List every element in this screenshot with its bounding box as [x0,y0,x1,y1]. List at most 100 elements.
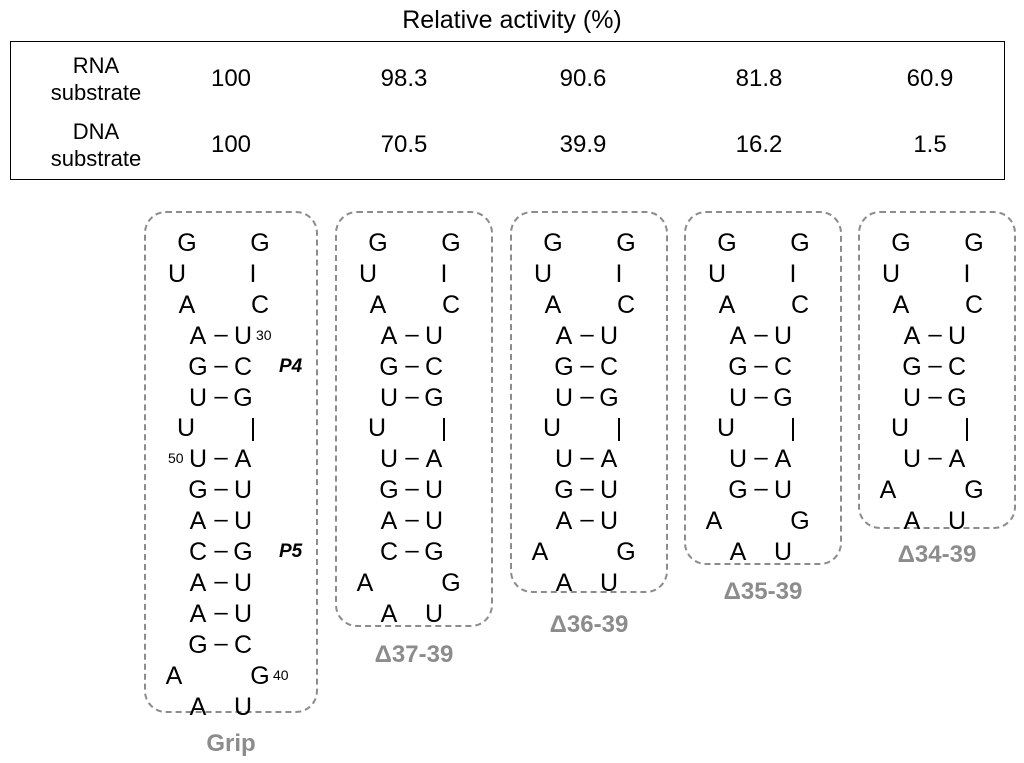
nucleotide: C [616,290,636,319]
nucleotide-row: U | [512,413,666,444]
nucleotide-row: C – G P5 [146,537,316,568]
nucleotide: G [188,352,208,381]
nucleotide: U [707,259,727,288]
nucleotide-row: G – C [337,352,491,383]
nucleotide: U [233,599,253,628]
row-label-line: substrate [50,80,142,105]
base-pair-bond: – [754,351,768,379]
nucleotide: U [176,414,196,443]
nucleotide: U [773,538,793,566]
helix-label: P5 [279,541,303,562]
base-pair-bond: – [928,320,942,348]
base-pair-bond: – [405,475,419,503]
nucleotide: I [789,259,797,288]
nucleotide: A [189,599,207,628]
structure-label-delta-37-39: Δ37-39 [374,641,454,668]
nucleotide-row: G – U [686,475,840,506]
base-pair-bond: – [405,444,419,472]
nucleotide-row: A – U [337,321,491,352]
nucleotide: A [189,568,207,597]
nucleotide: A [774,445,792,474]
table-cell: 60.9 [906,65,954,92]
nucleotide: U [233,476,253,505]
nucleotide: U [424,599,444,628]
structure-label-delta-35-39: Δ35-39 [723,578,803,605]
row-label-dna: DNA substrate [21,118,171,172]
nucleotide: C [233,630,253,659]
table-cell: 90.6 [559,65,607,92]
nucleotide: G [554,352,574,381]
nucleotide: U [233,568,253,597]
base-pair-bond: – [580,351,594,379]
position-number: 50 [168,450,184,467]
nucleotide-row: U – A [337,444,491,475]
nucleotide: G [717,229,737,257]
dna-substrate-row: DNA substrate 100 70.5 39.9 16.2 1.5 [11,112,1004,178]
nucleotide: U [890,414,910,443]
nucleotide: G [728,352,748,381]
nucleotide-row: U – G [686,383,840,414]
nucleotide: A [189,507,207,536]
base-pair-bond: – [214,598,228,626]
nucleotide: U [599,321,619,350]
nucleotide: G [728,476,748,505]
nucleotide: I [615,259,623,288]
nucleotide: U [599,568,619,597]
base-pair-bond: – [214,567,228,595]
position-number: 30 [256,326,272,343]
nucleotide: A [234,445,252,474]
base-pair-bond: – [580,444,594,472]
base-pair-bond: – [214,475,228,503]
nucleotide: C [441,290,461,319]
nucleotide: U [533,259,553,288]
nucleotide: A [189,692,207,721]
nucleotide-row: U – G [860,383,1014,414]
structure-panel-delta-35-39: G G U I A C A – U G – C U – G U | U – A G – U A G A U [684,211,842,566]
nucleotide: A [892,290,910,319]
nucleotide-row: G – U [146,475,316,506]
table-cell: 16.2 [735,131,783,158]
activity-table: RNA substrate 100 98.3 90.6 81.8 60.9 DN… [10,41,1005,180]
base-pair-bond: – [405,382,419,410]
nucleotide-row: G – U [337,475,491,506]
nucleotide: U [233,507,253,536]
nucleotide: G [891,229,911,257]
nucleotide: U [773,476,793,505]
nucleotide: | [440,414,448,443]
nucleotide: G [790,229,810,257]
nucleotide-row: U – G [337,383,491,414]
nucleotide-row: A – U [686,321,840,352]
base-pair-bond: – [214,351,228,379]
base-pair-bond: – [405,351,419,379]
nucleotide: U [554,383,574,412]
structure-panel-grip: G G U I A C A – U 30 G – C P4 U – G U | U – A 50 G – U A – U C – G P5 A – U… [144,211,318,721]
nucleotide-row: G – C [686,352,840,383]
table-cell: 39.9 [559,131,607,158]
nucleotide-row: U – A [512,444,666,475]
nucleotide: G [188,630,208,659]
nucleotide: | [249,414,257,443]
nucleotide: A [165,661,183,690]
nucleotide: G [964,476,984,505]
nucleotide: U [716,414,736,443]
nucleotide: A [555,321,573,350]
nucleotide: U [728,383,748,412]
nucleotide: | [789,414,797,443]
base-pair-bond: – [580,320,594,348]
nucleotide: C [188,538,208,566]
nucleotide-row: G – C [860,352,1014,383]
nucleotide-row: U | [686,413,840,444]
nucleotide: U [554,445,574,474]
base-pair-bond: – [754,475,768,503]
structure-label-delta-36-39: Δ36-39 [549,611,629,638]
base-pair-bond: – [754,320,768,348]
base-pair-bond: – [214,629,228,657]
nucleotide: U [233,321,253,350]
